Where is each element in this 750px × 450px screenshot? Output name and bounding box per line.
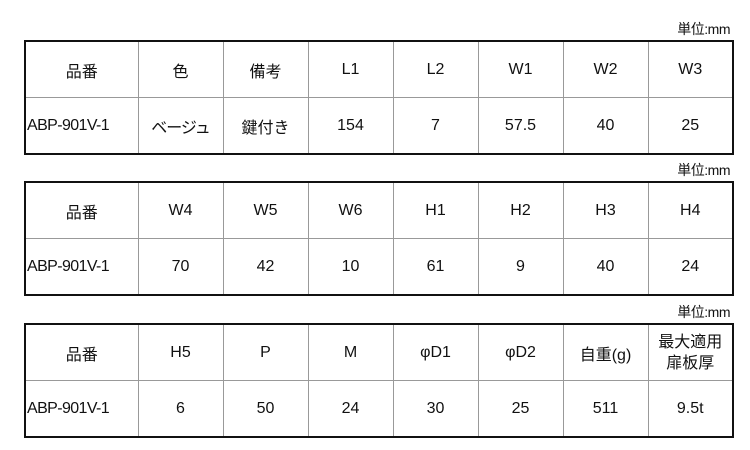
- data-cell: ベージュ: [137, 97, 224, 155]
- data-cell: 50: [222, 380, 309, 438]
- header-line: 扉板厚: [666, 354, 715, 372]
- unit-label-3: 単位:mm: [677, 304, 730, 320]
- data-cell: 154: [307, 97, 394, 155]
- header-cell: φD1: [392, 323, 479, 381]
- header-cell: L1: [307, 40, 394, 98]
- table-row: ABP-901V-1 ベージュ 鍵付き 154 7 57.5 40 25: [24, 97, 734, 155]
- product-code: ABP-901V-1: [24, 238, 139, 296]
- data-cell: 鍵付き: [222, 97, 309, 155]
- header-cell: 色: [137, 40, 224, 98]
- header-cell: H5: [137, 323, 224, 381]
- product-code: ABP-901V-1: [24, 380, 139, 438]
- header-cell: 品番: [24, 323, 139, 381]
- data-cell: 57.5: [477, 97, 564, 155]
- data-cell: 9.5t: [647, 380, 734, 438]
- data-cell: 10: [307, 238, 394, 296]
- header-cell: W4: [137, 181, 224, 239]
- spec-table-1: 品番 色 備考 L1 L2 W1 W2 W3 ABP-901V-1 ベージュ 鍵…: [24, 40, 734, 155]
- header-cell: φD2: [477, 323, 564, 381]
- header-cell: W2: [562, 40, 649, 98]
- data-cell: 7: [392, 97, 479, 155]
- product-code: ABP-901V-1: [24, 97, 139, 155]
- header-cell: W1: [477, 40, 564, 98]
- header-cell: L2: [392, 40, 479, 98]
- header-cell: P: [222, 323, 309, 381]
- header-row: 品番 H5 P M φD1 φD2 自重(g) 最大適用 扉板厚: [24, 323, 734, 381]
- header-cell: W5: [222, 181, 309, 239]
- data-cell: 61: [392, 238, 479, 296]
- data-cell: 6: [137, 380, 224, 438]
- unit-label-2: 単位:mm: [677, 162, 730, 178]
- header-cell: H3: [562, 181, 649, 239]
- header-line: 最大適用: [658, 333, 723, 351]
- data-cell: 24: [647, 238, 734, 296]
- header-cell: 備考: [222, 40, 309, 98]
- header-cell-max-door-thickness: 最大適用 扉板厚: [647, 323, 734, 381]
- header-cell: H1: [392, 181, 479, 239]
- header-row: 品番 色 備考 L1 L2 W1 W2 W3: [24, 40, 734, 98]
- table-row: ABP-901V-1 6 50 24 30 25 511 9.5t: [24, 380, 734, 438]
- header-cell: 品番: [24, 181, 139, 239]
- header-cell: W6: [307, 181, 394, 239]
- data-cell: 70: [137, 238, 224, 296]
- spec-table-2: 品番 W4 W5 W6 H1 H2 H3 H4 ABP-901V-1 70 42…: [24, 181, 734, 296]
- data-cell: 25: [477, 380, 564, 438]
- data-cell: 9: [477, 238, 564, 296]
- spec-table-3: 品番 H5 P M φD1 φD2 自重(g) 最大適用 扉板厚 ABP-901…: [24, 323, 734, 438]
- table-row: ABP-901V-1 70 42 10 61 9 40 24: [24, 238, 734, 296]
- data-cell: 40: [562, 238, 649, 296]
- header-cell: H4: [647, 181, 734, 239]
- unit-label-1: 単位:mm: [677, 21, 730, 37]
- header-row: 品番 W4 W5 W6 H1 H2 H3 H4: [24, 181, 734, 239]
- header-cell: M: [307, 323, 394, 381]
- data-cell: 30: [392, 380, 479, 438]
- header-cell: H2: [477, 181, 564, 239]
- data-cell: 25: [647, 97, 734, 155]
- data-cell: 511: [562, 380, 649, 438]
- data-cell: 40: [562, 97, 649, 155]
- data-cell: 42: [222, 238, 309, 296]
- data-cell: 24: [307, 380, 394, 438]
- header-cell: 自重(g): [562, 323, 649, 381]
- header-cell: W3: [647, 40, 734, 98]
- header-cell: 品番: [24, 40, 139, 98]
